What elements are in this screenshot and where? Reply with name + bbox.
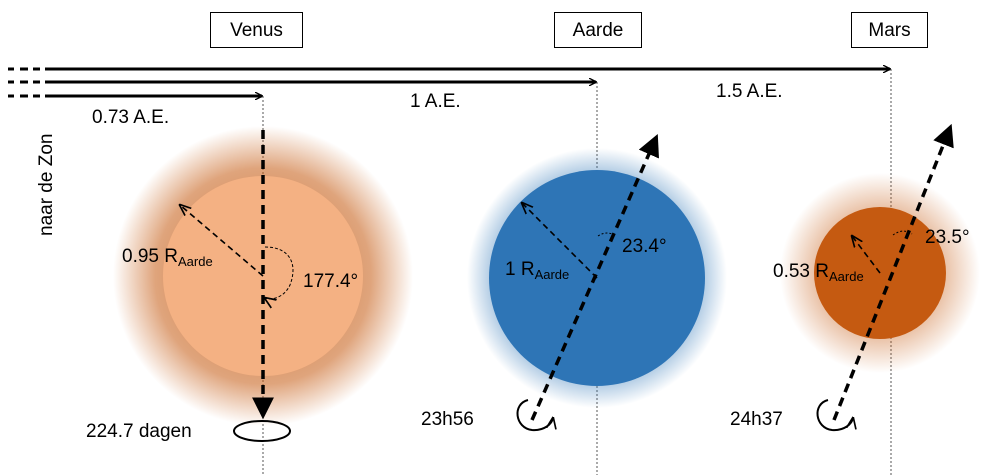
mars-radius-arrow <box>852 236 881 274</box>
radius-label-mars-prefix: 0.53 R <box>773 261 829 282</box>
venus-radius-arrow <box>180 205 264 277</box>
earth-radius-arrow <box>522 203 598 279</box>
radius-label-mars: 0.53 RAarde <box>773 262 864 283</box>
venus-tilt-arc <box>265 246 294 299</box>
period-label-mars: 24h37 <box>730 409 783 430</box>
distance-label-mars: 1.5 A.E. <box>716 81 783 102</box>
earth-tilt-arc <box>597 232 617 237</box>
distance-label-aarde: 1 A.E. <box>410 91 461 112</box>
radius-label-venus-prefix: 0.95 R <box>122 246 178 267</box>
distance-label-venus: 0.73 A.E. <box>92 107 170 128</box>
radius-label-aarde-prefix: 1 R <box>505 259 535 280</box>
mars-tilt-arc <box>892 230 913 236</box>
venus-rotation-loop <box>233 420 291 442</box>
period-label-venus: 224.7 dagen <box>86 421 192 442</box>
tilt-label-mars: 23.5° <box>925 227 970 248</box>
period-label-aarde: 23h56 <box>421 409 474 430</box>
tilt-label-aarde: 23.4° <box>622 236 667 257</box>
planet-name-mars: Mars <box>851 12 928 48</box>
earth-rotation-loop <box>516 399 553 432</box>
mars-planet <box>780 123 980 432</box>
planet-name-aarde: Aarde <box>554 12 642 48</box>
radius-label-venus-sub: Aarde <box>177 254 213 269</box>
distance-arrows <box>8 69 890 96</box>
planet-name-venus: Venus <box>210 12 303 48</box>
mars-rotation-loop <box>816 399 853 432</box>
radius-label-aarde: 1 RAarde <box>505 260 569 281</box>
tilt-label-venus: 177.4° <box>303 271 359 292</box>
venus-planet <box>113 126 413 442</box>
radius-label-mars-sub: Aarde <box>828 269 864 284</box>
sun-direction-label: naar de Zon <box>36 133 57 236</box>
radius-label-aarde-sub: Aarde <box>534 267 570 282</box>
earth-planet <box>467 133 727 432</box>
radius-label-venus: 0.95 RAarde <box>122 247 213 268</box>
